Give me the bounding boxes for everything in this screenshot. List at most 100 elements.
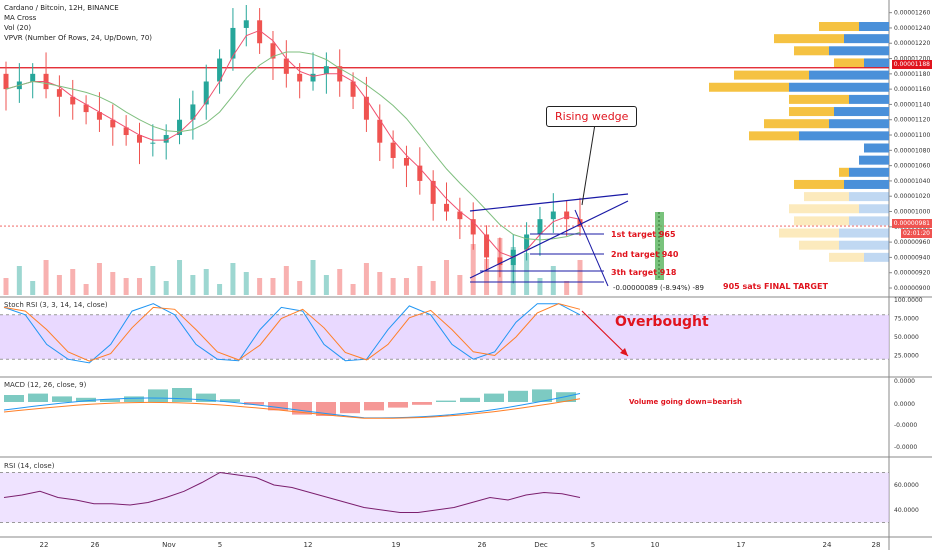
volume-bar — [123, 278, 129, 295]
candle-body — [390, 142, 396, 158]
macd-histogram-bar — [508, 390, 528, 402]
candle-body — [417, 165, 423, 181]
candle-body — [444, 203, 450, 212]
volume-profile-bar — [734, 70, 809, 80]
volume-bar — [217, 284, 223, 295]
stoch-tick-label: 75.0000 — [894, 316, 919, 323]
price-tick-label: 0.00000900 — [894, 285, 930, 292]
macd-histogram-bar — [4, 395, 24, 402]
candle-body — [310, 73, 316, 82]
time-tick-label: 26 — [478, 541, 487, 549]
volume-profile-bar — [789, 94, 849, 104]
volume-bar — [337, 269, 343, 295]
macd-histogram-bar — [556, 392, 576, 402]
volume-bar — [230, 263, 236, 295]
candle-body — [577, 219, 583, 227]
volume-profile-bar — [819, 22, 859, 31]
stoch-band — [0, 314, 889, 360]
candle-body — [550, 211, 556, 220]
price-tick-label: 0.00001060 — [894, 163, 930, 170]
price-tick-label: 0.00000920 — [894, 270, 930, 277]
price-tick-label: 0.00001200 — [894, 56, 930, 63]
candle-body — [430, 180, 436, 204]
volume-profile-bar — [849, 94, 889, 104]
rsi-line — [3, 471, 581, 513]
resistance-price-tag: 0.00001188 — [891, 60, 932, 69]
volume-bar — [150, 266, 156, 295]
overbought-arrow — [581, 310, 629, 357]
wedge-lower-line — [469, 200, 629, 279]
candle-body — [564, 211, 570, 220]
macd-histogram-bar — [268, 402, 288, 411]
volume-bar — [363, 263, 369, 295]
macd-histogram-bar — [148, 389, 168, 402]
volume-bar — [550, 266, 556, 295]
candle-body — [177, 119, 183, 136]
volume-bar — [350, 284, 356, 295]
volume-bar — [56, 275, 62, 295]
candle-body — [136, 135, 142, 143]
volume-note: Volume going down=bearish — [629, 398, 742, 406]
volume-profile-bar — [749, 131, 799, 141]
volume-bar — [470, 244, 476, 295]
volume-bar — [457, 275, 463, 295]
ma-fast-line — [5, 29, 581, 258]
macd-line — [3, 393, 581, 419]
candle-body — [537, 219, 543, 235]
volume-bar — [243, 272, 249, 295]
volume-profile-bar — [774, 34, 844, 44]
candle-body — [497, 257, 503, 266]
macd-histogram-bar — [364, 402, 384, 411]
volume-profile-bar — [859, 155, 889, 165]
volume-bar — [417, 266, 423, 295]
ma-slow-line — [5, 51, 581, 241]
stoch-d-line — [3, 303, 581, 362]
macd-histogram-bar — [436, 400, 456, 402]
candle-body — [323, 66, 329, 74]
volume-profile-bar — [804, 192, 849, 202]
volume-profile-bar — [829, 119, 889, 129]
macd-tick-label: 0.0000 — [894, 378, 915, 385]
volume-profile-bar — [779, 228, 839, 238]
price-tick-label: 0.00000960 — [894, 239, 930, 246]
stoch-k-line — [3, 303, 581, 364]
candle-body — [377, 119, 383, 143]
volume-profile-bar — [849, 192, 889, 202]
candle-body — [217, 58, 223, 82]
macd-histogram-bar — [244, 402, 264, 405]
macd-histogram-bar — [124, 396, 144, 402]
macd-histogram-bar — [100, 399, 120, 402]
candle-body — [30, 73, 36, 82]
stoch-rsi-label: Stoch RSI (3, 3, 14, 14, close) — [4, 301, 108, 309]
time-tick-label: 24 — [823, 541, 832, 549]
volume-bar — [297, 281, 303, 295]
time-tick-label: 10 — [651, 541, 660, 549]
volume-bar — [190, 275, 196, 295]
rsi-tick-label: 60.0000 — [894, 482, 919, 489]
rsi-label: RSI (14, close) — [4, 462, 55, 470]
volume-profile-bar — [764, 119, 829, 129]
time-tick-label: 5 — [218, 541, 222, 549]
candle-body — [150, 142, 156, 144]
volume-bar — [163, 281, 169, 295]
macd-histogram-bar — [460, 397, 480, 402]
volume-profile-bar — [839, 240, 889, 250]
macd-histogram-bar — [52, 396, 72, 402]
volume-bar — [497, 238, 503, 295]
overbought-arrowhead — [620, 348, 628, 356]
candle-body — [190, 104, 196, 120]
callout-pointer — [581, 123, 596, 206]
candle-body — [283, 58, 289, 74]
price-tick-label: 0.00000940 — [894, 254, 930, 261]
volume-bar — [323, 275, 329, 295]
volume-profile-bar — [794, 216, 849, 226]
candle-body — [96, 112, 102, 120]
stoch-tick-label: 25.0000 — [894, 353, 919, 360]
price-tick-label: 0.00001080 — [894, 147, 930, 154]
candle-body — [470, 219, 476, 235]
time-tick-label: 17 — [737, 541, 746, 549]
volume-bar — [96, 263, 102, 295]
volume-profile-bar — [799, 131, 889, 141]
volume-bar — [110, 272, 116, 295]
